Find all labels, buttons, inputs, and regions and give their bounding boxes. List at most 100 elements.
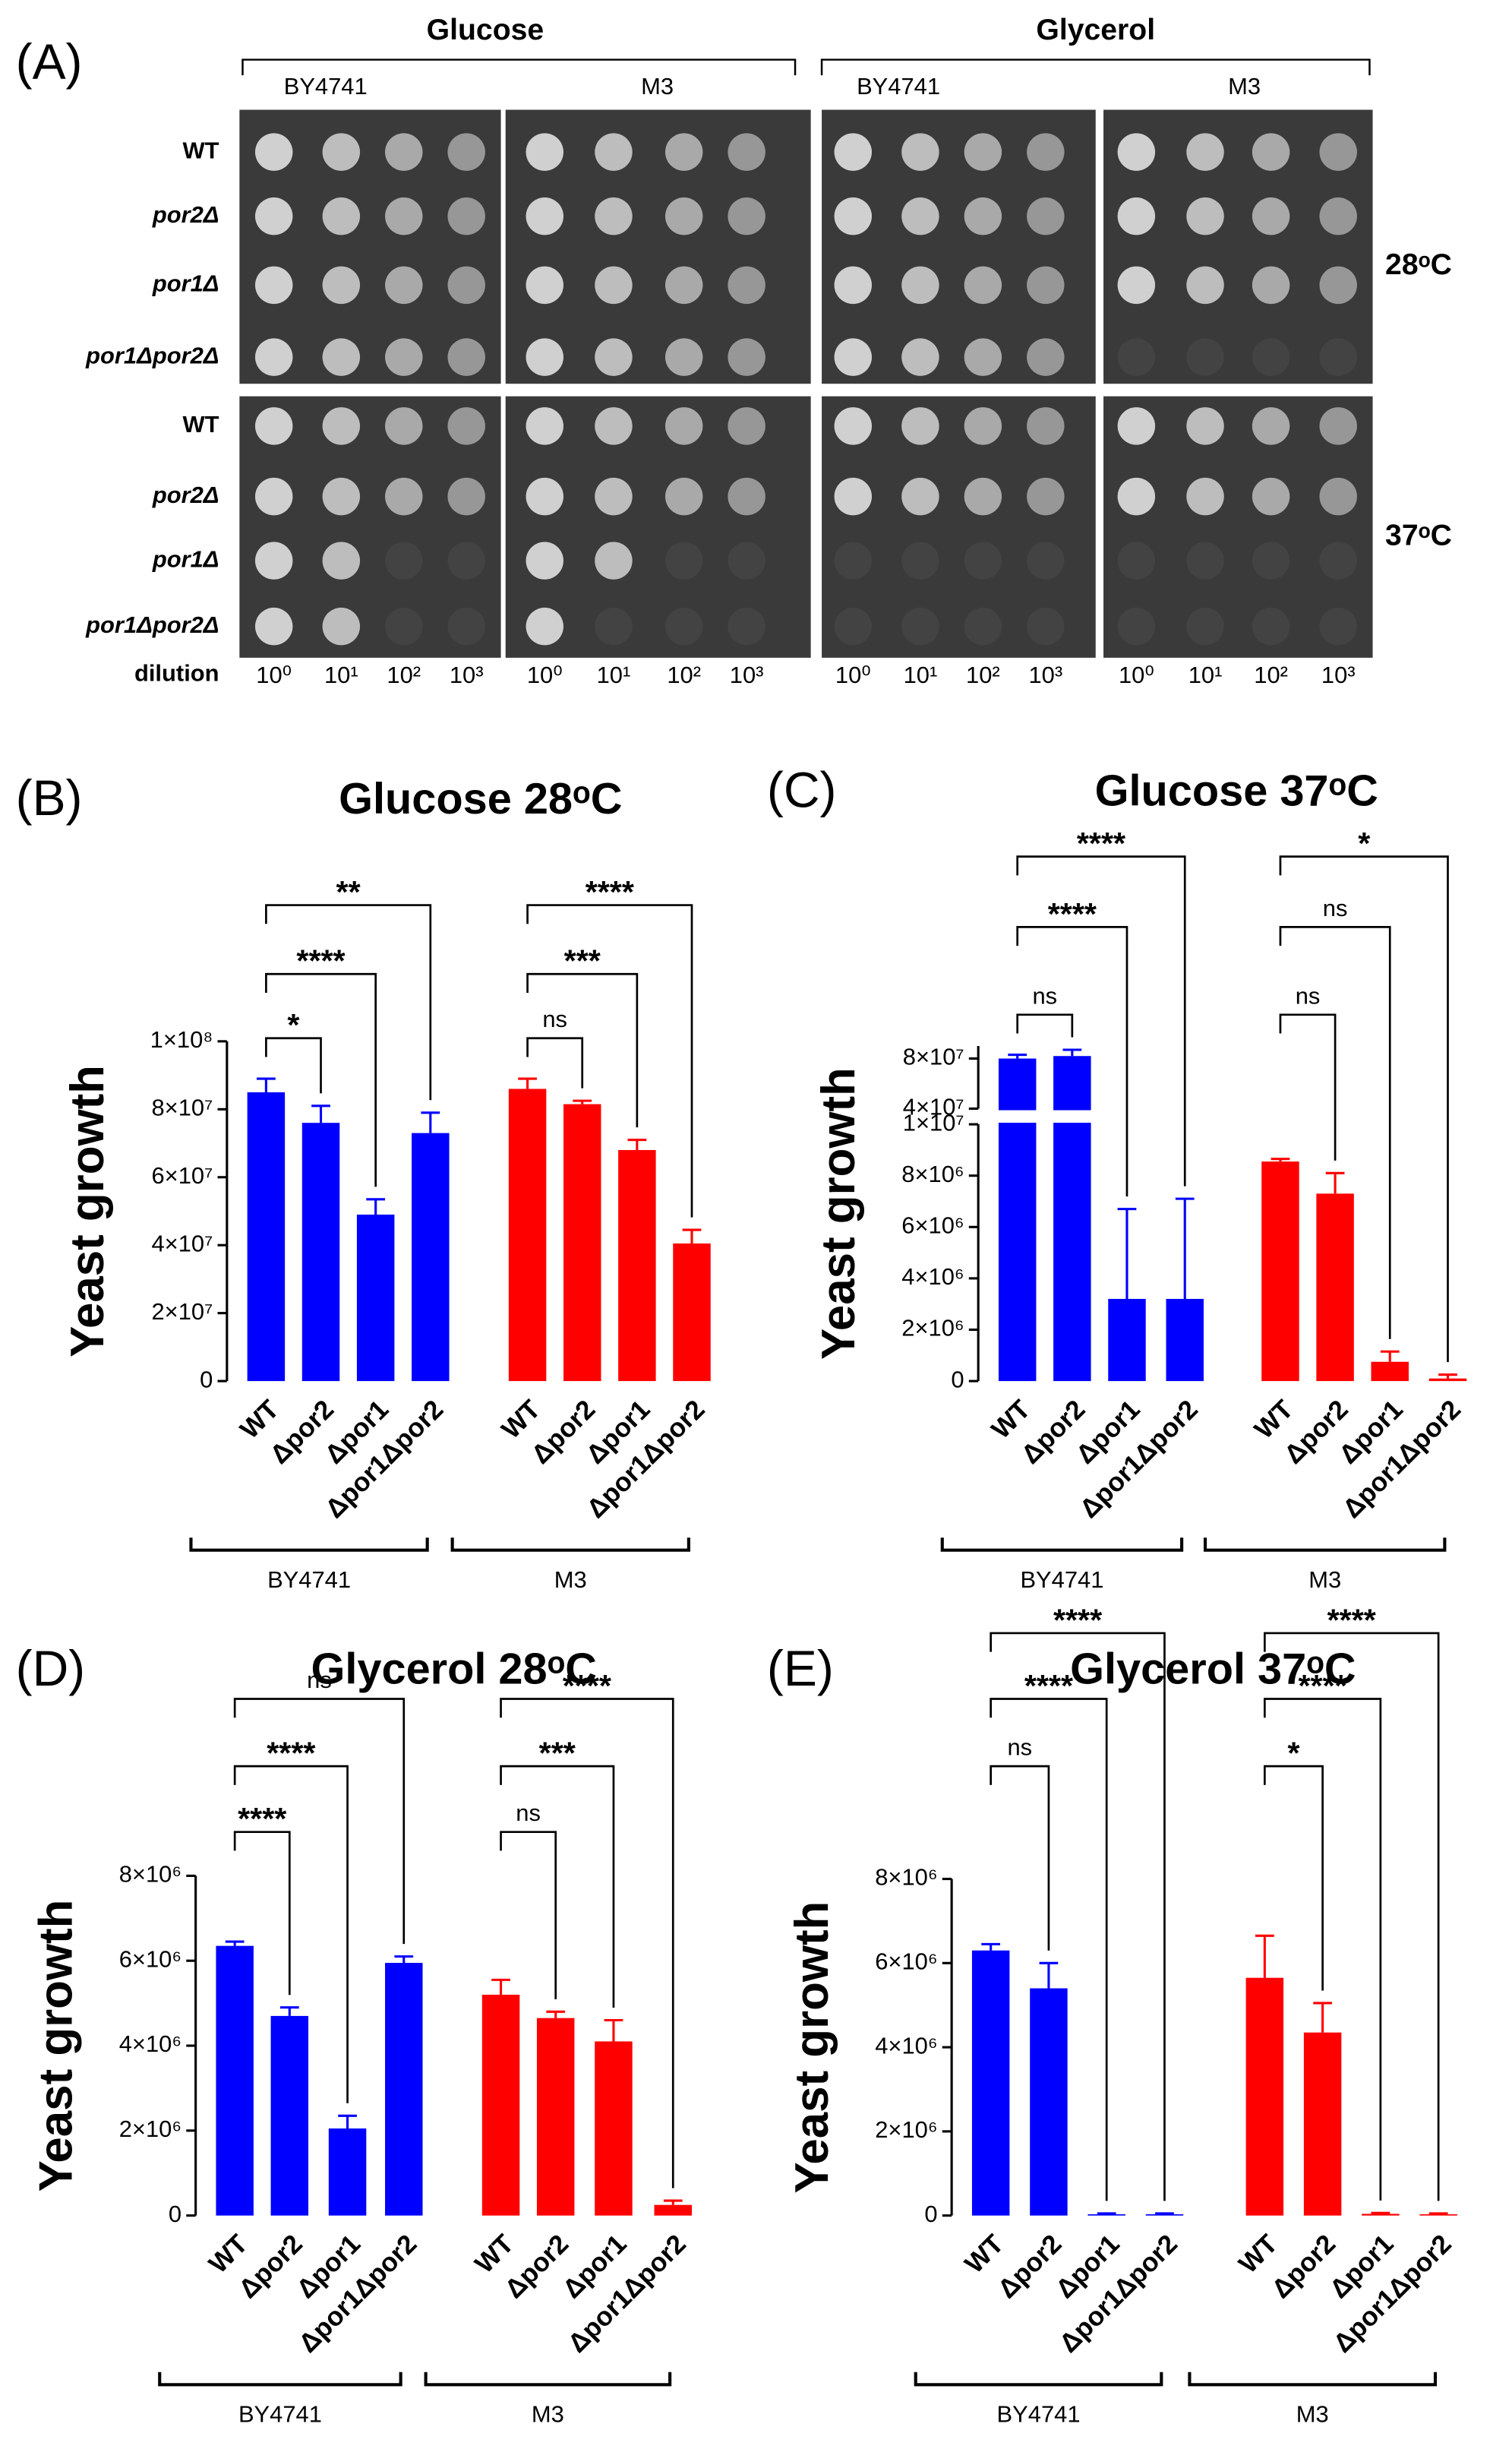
yeast-spot <box>526 607 563 646</box>
yeast-spot <box>728 407 765 445</box>
axis-break <box>965 1110 1498 1123</box>
bar <box>508 1089 547 1382</box>
yeast-spot <box>1252 338 1290 376</box>
bar <box>1087 2214 1125 2216</box>
y-tick-label: 8×10⁶ <box>901 1161 964 1187</box>
significance-label: ns <box>1007 1734 1032 1761</box>
yeast-spot <box>728 266 765 305</box>
error-bar <box>279 2006 299 2016</box>
yeast-spot <box>595 407 633 445</box>
yeast-spot <box>901 542 939 580</box>
error-bar <box>573 1099 592 1104</box>
yeast-spot <box>664 338 703 376</box>
yeast-spot <box>1117 338 1156 376</box>
dilution-tick-label: 10¹ <box>597 662 631 688</box>
yeast-spot <box>595 197 633 235</box>
yeast-spot <box>1319 407 1357 445</box>
dilution-tick-label: 10² <box>667 662 701 688</box>
yeast-spot <box>1186 266 1224 305</box>
yeast-spot <box>1319 197 1357 235</box>
bar <box>1145 2214 1184 2216</box>
yeast-spot <box>595 477 633 516</box>
medium-label: Glycerol <box>1036 14 1155 46</box>
yeast-spot <box>834 197 873 235</box>
y-tick-label: 4×10⁶ <box>901 1263 964 1290</box>
dilution-tick-label: 10⁰ <box>256 662 292 688</box>
yeast-spot <box>1186 133 1224 171</box>
yeast-spot <box>447 407 485 445</box>
y-tick-label: 4×10⁷ <box>903 1094 964 1120</box>
error-bar <box>518 1077 537 1089</box>
yeast-spot <box>664 266 703 305</box>
yeast-spot <box>1252 477 1290 516</box>
yeast-spot <box>322 407 361 445</box>
error-bar <box>1062 1048 1082 1057</box>
yeast-spot <box>964 407 1002 445</box>
yeast-spot <box>1319 133 1357 171</box>
group-bracket <box>1188 2372 1438 2387</box>
bar <box>356 1214 395 1382</box>
yeast-spot <box>964 477 1002 516</box>
yeast-spot <box>964 338 1002 376</box>
error-bar <box>981 1942 1001 1951</box>
yeast-spot <box>526 407 563 445</box>
dilution-tick-label: 10⁰ <box>835 662 871 688</box>
error-bar <box>421 1111 440 1133</box>
significance-bracket <box>990 1698 1108 2201</box>
y-axis-label: Yeast growth <box>62 1065 114 1357</box>
yeast-spot <box>1027 338 1065 376</box>
significance-bracket <box>233 1698 406 1945</box>
yeast-spot <box>595 542 633 580</box>
y-axis-label: Yeast growth <box>30 1900 83 2192</box>
medium-label: Glucose <box>427 14 545 46</box>
yeast-spot <box>385 266 423 305</box>
yeast-spot <box>1186 542 1224 580</box>
y-tick-label: 2×10⁶ <box>119 2116 182 2142</box>
error-bar <box>1438 1373 1457 1379</box>
group-label: BY4741 <box>267 1566 351 1593</box>
bar <box>563 1104 601 1382</box>
dilution-tick-label: 10¹ <box>324 662 358 688</box>
dilution-tick-label: 10³ <box>450 662 484 688</box>
yeast-spot <box>964 197 1002 235</box>
error-bar <box>682 1228 702 1243</box>
significance-label: **** <box>1327 1602 1376 1637</box>
significance-bracket <box>990 1632 1166 2201</box>
dilution-tick-label: 10¹ <box>904 662 938 688</box>
panel-label: (C) <box>767 762 837 818</box>
panel-label: (E) <box>767 1640 834 1696</box>
error-bar <box>257 1077 276 1092</box>
yeast-spot <box>447 542 485 580</box>
significance-bracket <box>1016 926 1128 1197</box>
error-bar <box>1008 1054 1027 1059</box>
significance-label: ns <box>307 1667 332 1693</box>
yeast-spot <box>1027 407 1065 445</box>
y-tick-label: 0 <box>200 1366 213 1392</box>
group-bracket <box>424 2372 672 2387</box>
temperature-label: 37ᵒC <box>1385 520 1452 552</box>
yeast-spot <box>526 477 563 516</box>
yeast-spot <box>834 338 873 376</box>
bar <box>1053 1056 1091 1382</box>
significance-label: ns <box>542 1006 567 1032</box>
group-label: BY4741 <box>238 2401 322 2428</box>
yeast-spot <box>322 197 361 235</box>
y-tick-label: 0 <box>169 2201 182 2227</box>
significance-label: **** <box>586 874 634 909</box>
bar <box>1303 2032 1342 2216</box>
significance-label: * <box>1287 1736 1299 1771</box>
group-bracket <box>450 1537 690 1552</box>
error-bar <box>1325 1171 1345 1194</box>
error-bar <box>366 1198 386 1215</box>
significance-bracket <box>526 972 639 1128</box>
significance-bracket <box>1264 1698 1382 2201</box>
chart-title: Glycerol 37ᵒC <box>1070 1645 1356 1694</box>
error-bar <box>1039 1961 1059 1989</box>
yeast-spot <box>254 338 293 376</box>
significance-label: ns <box>1032 982 1057 1009</box>
yeast-spot <box>664 477 703 516</box>
yeast-spot <box>664 407 703 445</box>
strain-label: M3 <box>1228 73 1261 100</box>
yeast-spot <box>664 542 703 580</box>
